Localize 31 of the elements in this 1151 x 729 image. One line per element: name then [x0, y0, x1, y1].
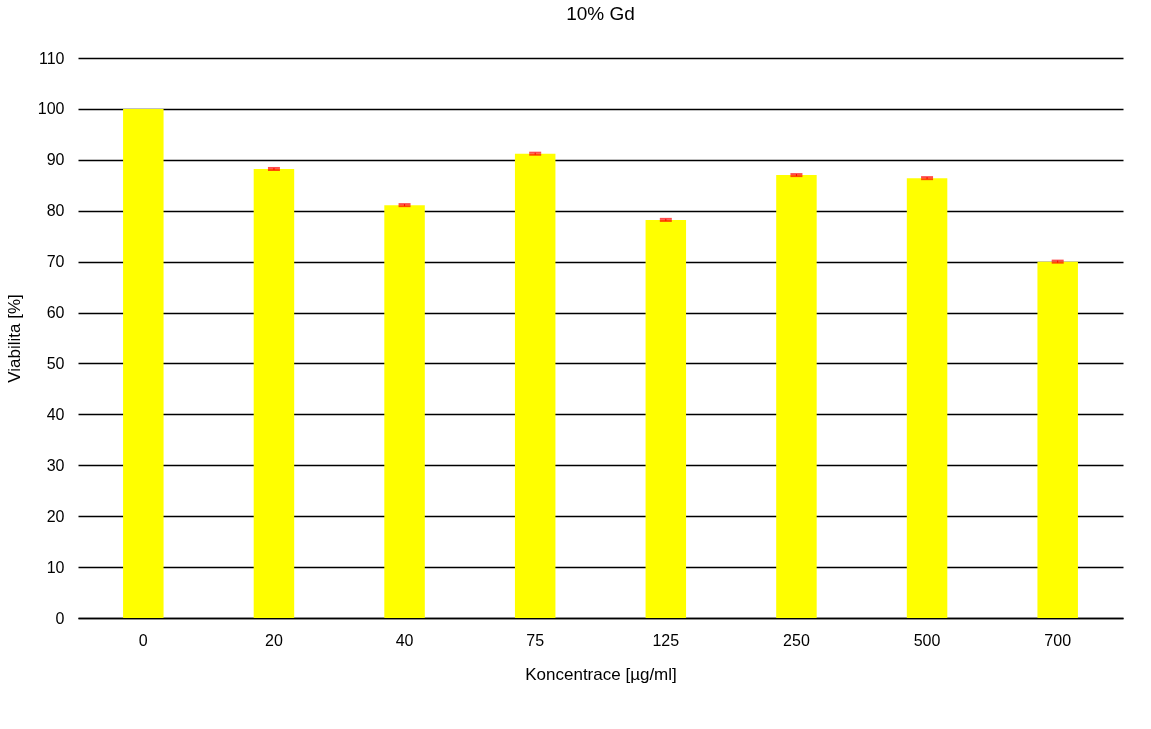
bar — [253, 168, 295, 618]
x-tick-label: 20 — [265, 631, 283, 649]
y-tick-label: 100 — [37, 100, 65, 118]
y-axis-title: Viabilita [%] — [4, 294, 24, 383]
x-tick-label: 250 — [783, 631, 810, 649]
bar — [906, 178, 948, 618]
bar — [514, 153, 556, 618]
bar — [384, 205, 425, 618]
bar — [776, 175, 817, 618]
y-tick-label: 110 — [38, 49, 65, 67]
y-tick-label: 20 — [46, 507, 65, 525]
y-tick-label: 30 — [46, 456, 65, 474]
bar — [1037, 261, 1078, 618]
x-tick-label: 40 — [395, 631, 414, 649]
bar — [645, 219, 687, 618]
x-tick-label: 700 — [1044, 631, 1072, 649]
x-tick-label: 0 — [138, 631, 148, 649]
x-tick-label: 125 — [652, 631, 680, 649]
y-tick-label: 10 — [46, 558, 65, 576]
chart-title: 10% Gd — [566, 3, 635, 24]
y-tick-label: 40 — [46, 405, 65, 423]
x-tick-label: 75 — [526, 631, 545, 649]
y-tick-label: 80 — [46, 202, 65, 220]
y-tick-label: 70 — [46, 253, 65, 271]
bar — [123, 108, 164, 618]
y-tick-label: 60 — [46, 304, 65, 322]
x-tick-label: 500 — [913, 631, 941, 649]
y-tick-label: 90 — [46, 151, 65, 169]
y-tick-label: 50 — [46, 354, 65, 372]
y-tick-label: 0 — [55, 609, 65, 627]
x-axis-title: Koncentrace [µg/ml] — [525, 664, 677, 684]
